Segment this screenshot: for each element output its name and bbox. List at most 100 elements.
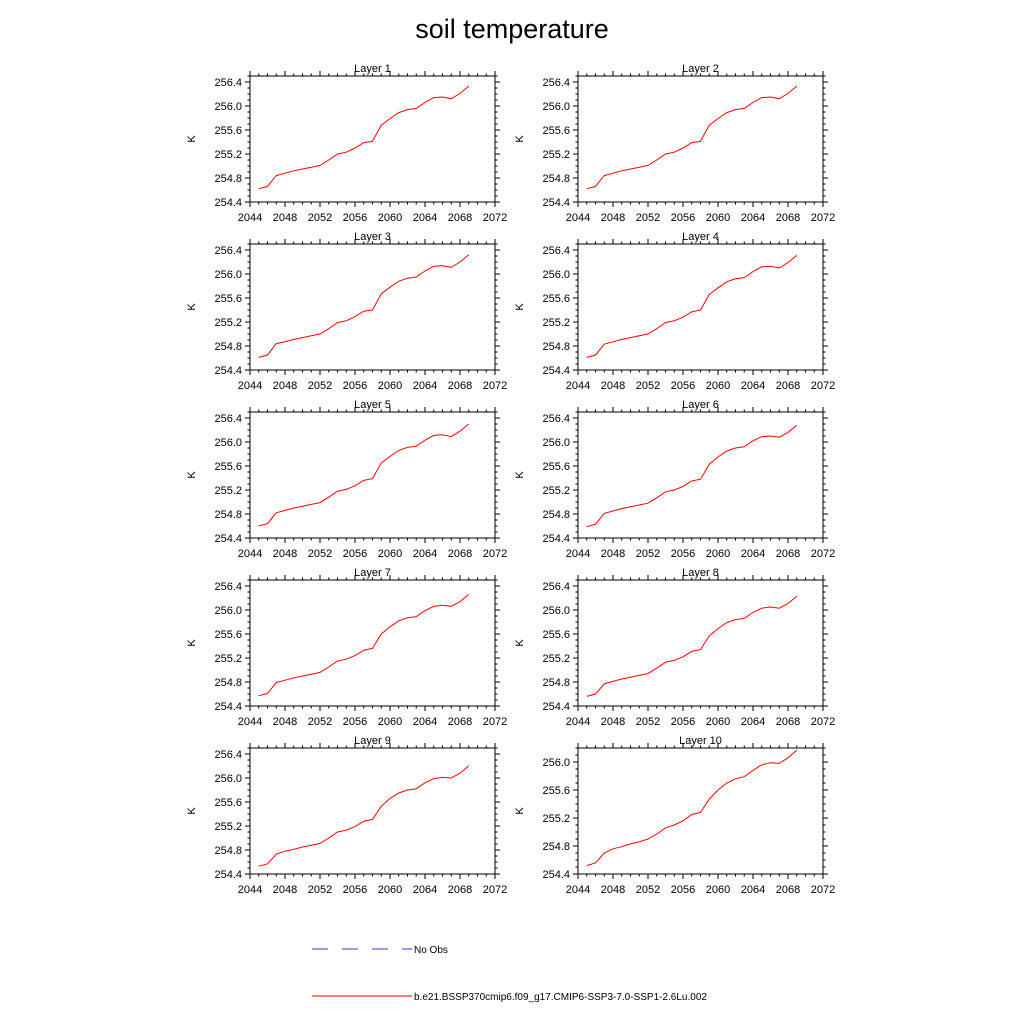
y-tick-label: 256.0	[214, 773, 242, 785]
y-tick-label: 255.2	[214, 149, 242, 161]
x-tick-label: 2072	[483, 548, 507, 560]
x-tick-label: 2048	[273, 212, 297, 224]
x-tick-label: 2064	[413, 884, 437, 896]
y-tick-label: 254.8	[542, 341, 570, 353]
x-tick-label: 2072	[483, 380, 507, 392]
y-tick-label: 255.2	[542, 485, 570, 497]
x-tick-label: 2064	[413, 548, 437, 560]
x-tick-label: 2064	[413, 380, 437, 392]
panel-title: Layer 1	[354, 63, 391, 75]
y-tick-label: 254.8	[214, 341, 242, 353]
y-tick-label: 254.8	[214, 509, 242, 521]
x-tick-label: 2060	[706, 884, 730, 896]
panel-title: Layer 3	[354, 231, 391, 243]
x-tick-label: 2064	[741, 716, 765, 728]
x-tick-label: 2048	[273, 548, 297, 560]
plot-frame	[249, 579, 496, 707]
series-line	[258, 254, 470, 358]
y-tick-label: 254.4	[214, 197, 242, 209]
x-tick-label: 2068	[776, 212, 800, 224]
x-tick-label: 2044	[238, 380, 262, 392]
y-tick-label: 255.2	[214, 821, 242, 833]
y-axis-label: K	[514, 639, 526, 647]
x-tick-label: 2048	[273, 380, 297, 392]
panel-8: Layer 8 K 2044 2048 2052 2056 2060 2064 2068 2072…	[514, 567, 835, 728]
series-line	[586, 749, 798, 867]
y-tick-label: 256.4	[214, 749, 242, 761]
y-axis-label: K	[514, 303, 526, 311]
y-tick-label: 254.8	[542, 841, 570, 853]
x-tick-label: 2060	[706, 716, 730, 728]
x-tick-label: 2048	[601, 380, 625, 392]
panel-4: Layer 4 K 2044 2048 2052 2056 2060 2064 2068 2072…	[514, 231, 835, 392]
x-tick-label: 2064	[741, 380, 765, 392]
x-tick-label: 2052	[636, 884, 660, 896]
x-tick-label: 2056	[671, 548, 695, 560]
y-tick-label: 256.0	[542, 605, 570, 617]
x-tick-label: 2048	[601, 548, 625, 560]
x-tick-label: 2068	[776, 716, 800, 728]
x-tick-label: 2052	[636, 548, 660, 560]
y-tick-label: 256.4	[542, 77, 570, 89]
x-tick-label: 2064	[741, 548, 765, 560]
y-tick-label: 254.8	[542, 509, 570, 521]
y-tick-label: 255.6	[214, 629, 242, 641]
x-tick-label: 2068	[776, 548, 800, 560]
y-axis-label: K	[186, 639, 198, 647]
y-axis-label: K	[186, 135, 198, 143]
y-tick-label: 254.4	[542, 701, 570, 713]
y-tick-label: 254.4	[214, 701, 242, 713]
x-tick-label: 2064	[741, 884, 765, 896]
x-tick-label: 2052	[636, 380, 660, 392]
y-tick-label: 254.8	[542, 173, 570, 185]
y-tick-label: 256.0	[542, 269, 570, 281]
x-tick-label: 2072	[483, 212, 507, 224]
x-tick-label: 2056	[343, 212, 367, 224]
x-tick-label: 2072	[483, 716, 507, 728]
y-tick-label: 256.0	[542, 757, 570, 769]
y-tick-label: 254.4	[214, 365, 242, 377]
series-line	[586, 85, 798, 190]
panel-title: Layer 9	[354, 735, 391, 747]
panel-title: Layer 7	[354, 567, 391, 579]
y-tick-label: 256.0	[214, 269, 242, 281]
panel-title: Layer 10	[679, 735, 722, 747]
panel-title: Layer 8	[682, 567, 719, 579]
x-tick-label: 2072	[811, 212, 835, 224]
plot-frame	[249, 411, 496, 539]
panel-title: Layer 6	[682, 399, 719, 411]
y-tick-label: 256.0	[214, 605, 242, 617]
series-line	[258, 594, 470, 697]
x-tick-label: 2048	[273, 716, 297, 728]
x-tick-label: 2052	[308, 548, 332, 560]
plot-frame	[577, 411, 824, 539]
x-tick-label: 2044	[238, 548, 262, 560]
y-tick-label: 256.4	[214, 581, 242, 593]
x-tick-label: 2056	[671, 380, 695, 392]
x-tick-label: 2052	[308, 212, 332, 224]
x-tick-label: 2068	[448, 212, 472, 224]
x-tick-label: 2060	[706, 548, 730, 560]
y-tick-label: 254.8	[214, 173, 242, 185]
x-tick-label: 2068	[776, 884, 800, 896]
x-tick-label: 2048	[601, 884, 625, 896]
panel-5: Layer 5 K 2044 2048 2052 2056 2060 2064 2068 2072…	[186, 399, 507, 560]
x-tick-label: 2056	[343, 548, 367, 560]
y-tick-label: 254.4	[542, 869, 570, 881]
x-tick-label: 2060	[378, 716, 402, 728]
panel-2: Layer 2 K 2044 2048 2052 2056 2060 2064 2068 2072…	[514, 63, 835, 224]
plot-frame	[577, 747, 824, 875]
x-tick-label: 2044	[566, 212, 590, 224]
x-tick-label: 2052	[308, 380, 332, 392]
x-tick-label: 2044	[238, 716, 262, 728]
x-tick-label: 2064	[741, 212, 765, 224]
x-tick-label: 2048	[273, 884, 297, 896]
y-tick-label: 256.0	[542, 101, 570, 113]
y-tick-label: 255.6	[542, 125, 570, 137]
y-tick-label: 255.6	[214, 293, 242, 305]
panel-9: Layer 9 K 2044 2048 2052 2056 2060 2064 2068 2072…	[186, 735, 507, 896]
series-line	[586, 595, 798, 697]
x-tick-label: 2044	[238, 884, 262, 896]
y-tick-label: 256.4	[542, 245, 570, 257]
